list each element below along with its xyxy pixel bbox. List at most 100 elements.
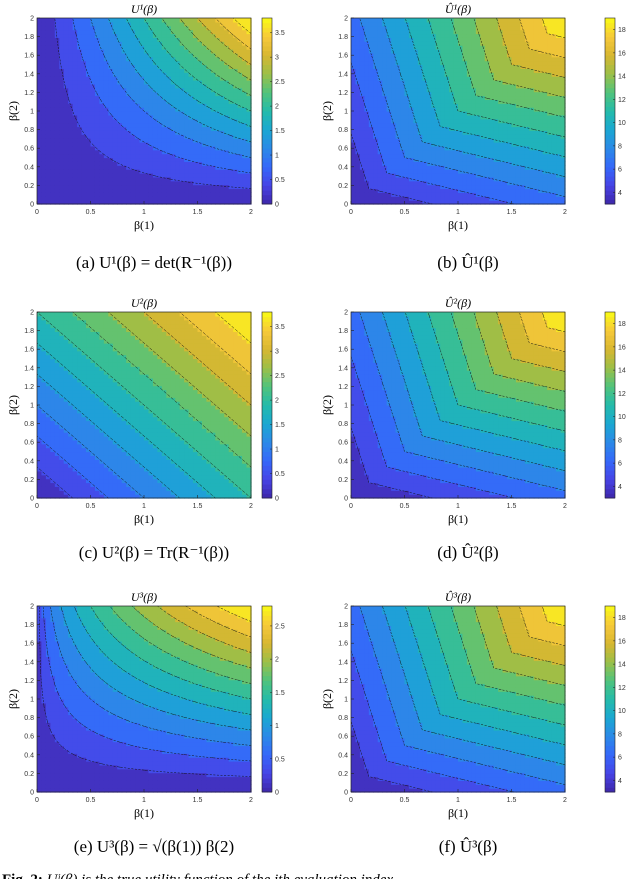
colorbar-segment <box>262 442 272 448</box>
colorbar-segment <box>605 418 615 425</box>
colorbar-segment <box>262 166 272 172</box>
colorbar-tick-label: 0.5 <box>275 471 285 478</box>
colorbar-segment <box>262 391 272 397</box>
contour-line <box>39 606 252 777</box>
y-tick-label: 1.2 <box>24 384 34 391</box>
y-tick-label: 0.8 <box>24 715 34 722</box>
colorbar-segment <box>605 619 615 626</box>
colorbar-frame <box>261 605 273 793</box>
colorbar-segment <box>605 782 615 788</box>
colorbar-segment <box>262 731 272 737</box>
y-tick-label: 1.6 <box>338 347 348 354</box>
y-tick-label: 0.8 <box>338 421 348 428</box>
colorbar-segment <box>605 31 615 38</box>
colorbar-segment <box>262 59 272 65</box>
contour-line <box>450 17 566 118</box>
contour-line <box>36 342 216 499</box>
colorbar-segment <box>605 45 615 52</box>
x-tick-label: 0 <box>349 209 353 216</box>
colorbar-segment <box>605 484 615 490</box>
x-tick-label: 2 <box>249 503 253 510</box>
colorbar-segment <box>605 778 615 784</box>
subfigure-caption: (b) Û¹(β) <box>437 253 498 272</box>
contour-line <box>496 17 566 78</box>
colorbar-segment <box>262 377 272 383</box>
colorbar-segment <box>262 666 272 672</box>
contour-line <box>496 605 566 666</box>
colorbar-segment <box>262 647 272 653</box>
colorbar-segment <box>605 456 615 462</box>
y-tick-label: 1 <box>30 403 34 410</box>
colorbar-segment <box>605 768 615 774</box>
x-tick-label: 0.5 <box>86 797 96 804</box>
y-tick-label: 1.4 <box>24 365 34 372</box>
y-axis-label: β(2) <box>320 395 334 415</box>
y-tick-label: 1.2 <box>338 90 348 97</box>
colorbar-frame <box>604 17 616 205</box>
colorbar-segment <box>262 745 272 751</box>
colorbar-segment <box>605 423 615 429</box>
colorbar-segment <box>605 745 615 751</box>
y-tick-label: 0 <box>30 202 34 209</box>
y-tick-label: 1.6 <box>338 53 348 60</box>
contour-line <box>109 605 252 684</box>
colorbar-segment <box>262 460 272 466</box>
colorbar-segment <box>605 633 615 640</box>
colorbar-segment <box>605 353 615 359</box>
colorbar-segment <box>605 372 615 378</box>
colorbar-segment <box>605 465 615 471</box>
colorbar-tick-label: 6 <box>618 461 622 468</box>
colorbar-segment <box>262 335 272 341</box>
colorbar-segment <box>605 18 615 24</box>
x-axis-label: β(1) <box>134 806 154 820</box>
x-tick-label: 0 <box>349 797 353 804</box>
colorbar-segment <box>262 129 272 135</box>
colorbar-segment <box>605 190 615 196</box>
colorbar-segment <box>605 400 615 406</box>
x-tick-label: 0 <box>35 797 39 804</box>
y-tick-label: 1 <box>30 697 34 704</box>
colorbar-segment <box>262 180 272 186</box>
y-tick-label: 0.6 <box>24 734 34 741</box>
colorbar-segment <box>605 64 615 70</box>
colorbar-segment <box>605 680 615 686</box>
colorbar-segment <box>262 64 272 70</box>
colorbar-segment <box>605 115 615 121</box>
colorbar-segment <box>262 157 272 163</box>
contour-line <box>350 133 433 205</box>
colorbar-segment <box>605 363 615 369</box>
colorbar-tick-label: 16 <box>618 638 626 645</box>
colorbar-segment <box>605 97 615 103</box>
colorbar-segment <box>262 199 272 205</box>
contour-line <box>131 605 252 669</box>
colorbar-tick-label: 8 <box>618 731 622 738</box>
colorbar-segment <box>605 381 615 387</box>
contour-fill <box>351 18 566 205</box>
colorbar-tick-label: 6 <box>618 755 622 762</box>
panel-title: Û³(β) <box>445 590 471 604</box>
colorbar-segment <box>262 629 272 635</box>
colorbar-segment <box>605 428 615 434</box>
contour-line <box>404 605 566 746</box>
colorbar-segment <box>262 717 272 723</box>
colorbar-segment <box>605 330 615 336</box>
colorbar-tick-label: 18 <box>618 27 626 34</box>
colorbar-segment <box>262 470 272 476</box>
y-tick-label: 0 <box>344 790 348 797</box>
contour-line <box>60 605 252 731</box>
colorbar-segment <box>262 101 272 107</box>
contour-line <box>350 721 433 793</box>
colorbar-segment <box>605 27 615 33</box>
colorbar: 0 0.5 1 1.5 2 2.5 3 3.5 <box>261 311 285 503</box>
colorbar-segment <box>262 606 272 612</box>
colorbar-tick-label: 14 <box>618 368 626 375</box>
colorbar-segment <box>605 157 615 163</box>
colorbar-tick-label: 2.5 <box>275 623 285 630</box>
colorbar-tick-label: 14 <box>618 662 626 669</box>
panel-e: U³(β) 0 0.5 1 1.5 2 0 0.2 0.4 0.6 0.8 1 1.2 1.4 1.6 1.8… <box>6 590 285 856</box>
colorbar-segment <box>262 22 272 28</box>
colorbar-tick-label: 3.5 <box>275 30 285 37</box>
colorbar-segment <box>262 185 272 191</box>
colorbar-frame <box>261 311 273 499</box>
